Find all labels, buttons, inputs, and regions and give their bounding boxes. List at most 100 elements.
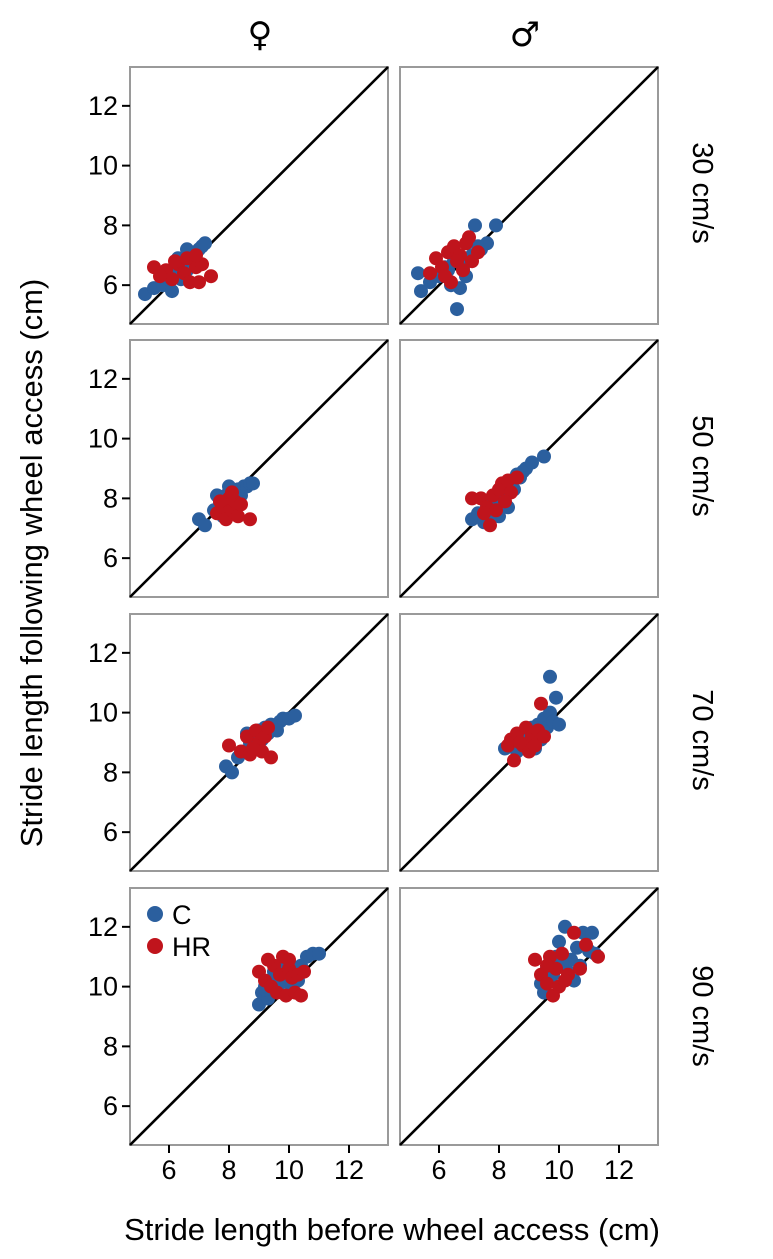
point-hr bbox=[540, 958, 554, 973]
y-tick-label: 6 bbox=[103, 817, 118, 847]
point-hr bbox=[204, 269, 218, 284]
column-label-male: ♂ bbox=[510, 15, 540, 55]
point-hr bbox=[459, 236, 473, 251]
point-c bbox=[489, 218, 503, 233]
point-hr bbox=[294, 988, 308, 1003]
point-hr bbox=[153, 269, 167, 284]
point-hr bbox=[510, 470, 524, 485]
point-hr bbox=[528, 738, 542, 753]
point-hr bbox=[558, 973, 572, 988]
x-tick-label: 12 bbox=[334, 1155, 364, 1185]
point-hr bbox=[483, 518, 497, 533]
y-tick-label: 12 bbox=[88, 91, 118, 121]
point-hr bbox=[537, 729, 551, 744]
point-hr bbox=[297, 964, 311, 979]
series-hr bbox=[147, 248, 218, 290]
point-c bbox=[549, 690, 563, 705]
y-axis-title: Stride length following wheel access (cm… bbox=[14, 279, 49, 848]
point-c bbox=[288, 708, 302, 723]
point-c bbox=[198, 236, 212, 251]
series-hr bbox=[465, 470, 524, 533]
point-hr bbox=[192, 275, 206, 290]
point-hr bbox=[168, 254, 182, 269]
point-hr bbox=[534, 696, 548, 711]
point-c bbox=[525, 455, 539, 470]
y-tick-label: 6 bbox=[103, 1091, 118, 1121]
point-hr bbox=[567, 925, 581, 940]
legend-label-hr: HR bbox=[172, 932, 211, 962]
point-c bbox=[543, 669, 557, 684]
y-tick-label: 8 bbox=[103, 483, 118, 513]
point-hr bbox=[261, 720, 275, 735]
y-tick-label: 10 bbox=[88, 698, 118, 728]
x-tick-label: 6 bbox=[161, 1155, 176, 1185]
x-tick-label: 10 bbox=[274, 1155, 304, 1185]
point-hr bbox=[498, 494, 512, 509]
point-c bbox=[312, 946, 326, 961]
panel-male-50 bbox=[399, 339, 659, 598]
point-c bbox=[198, 518, 212, 533]
y-tick-label: 8 bbox=[103, 210, 118, 240]
series-hr bbox=[423, 230, 485, 290]
panel-male-30 bbox=[399, 66, 659, 325]
point-c bbox=[450, 302, 464, 317]
x-tick-label: 8 bbox=[491, 1155, 506, 1185]
point-hr bbox=[489, 503, 503, 518]
point-hr bbox=[540, 976, 554, 991]
panel-male-70 bbox=[399, 613, 659, 872]
panel-female-50 bbox=[129, 339, 389, 598]
point-hr bbox=[438, 269, 452, 284]
point-hr bbox=[450, 254, 464, 269]
y-tick-label: 6 bbox=[103, 543, 118, 573]
point-hr bbox=[243, 512, 257, 527]
point-c bbox=[165, 284, 179, 299]
x-tick-label: 12 bbox=[604, 1155, 634, 1185]
panel-female-90 bbox=[129, 887, 389, 1146]
point-hr bbox=[264, 750, 278, 765]
point-c bbox=[414, 284, 428, 299]
y-tick-label: 6 bbox=[103, 270, 118, 300]
y-tick-label: 10 bbox=[88, 972, 118, 1002]
point-hr bbox=[231, 509, 245, 524]
x-tick-label: 8 bbox=[221, 1155, 236, 1185]
point-c bbox=[585, 925, 599, 940]
panel-male-90 bbox=[399, 887, 659, 1146]
row-label-30: 30 cm/s bbox=[686, 142, 718, 244]
panel-female-70 bbox=[129, 613, 389, 872]
point-hr bbox=[555, 946, 569, 961]
point-hr bbox=[222, 738, 236, 753]
x-axes: 6 8 10 12 6 8 10 12 bbox=[161, 1145, 634, 1185]
point-hr bbox=[213, 494, 227, 509]
point-hr bbox=[246, 741, 260, 756]
series-hr bbox=[252, 949, 311, 1003]
point-hr bbox=[282, 952, 296, 967]
point-c bbox=[246, 476, 260, 491]
row-label-90: 90 cm/s bbox=[686, 965, 718, 1067]
point-hr bbox=[579, 937, 593, 952]
point-hr bbox=[471, 245, 485, 260]
row-label-70: 70 cm/s bbox=[686, 689, 718, 791]
legend-label-c: C bbox=[172, 900, 192, 930]
y-tick-label: 8 bbox=[103, 757, 118, 787]
point-c bbox=[411, 266, 425, 281]
y-tick-label: 8 bbox=[103, 1031, 118, 1061]
identity-line bbox=[129, 339, 389, 598]
point-hr bbox=[423, 266, 437, 281]
series-hr bbox=[222, 720, 278, 765]
point-c bbox=[468, 218, 482, 233]
point-hr bbox=[189, 248, 203, 263]
series-hr bbox=[528, 925, 605, 1003]
point-hr bbox=[591, 949, 605, 964]
point-hr bbox=[234, 497, 248, 512]
identity-line bbox=[129, 887, 389, 1146]
point-hr bbox=[507, 753, 521, 768]
legend-key-hr bbox=[147, 938, 163, 954]
point-c bbox=[537, 449, 551, 464]
identity-line bbox=[399, 887, 659, 1146]
series-hr bbox=[501, 696, 551, 768]
point-hr bbox=[165, 272, 179, 287]
column-label-female: ♀ bbox=[248, 15, 273, 55]
legend-key-c bbox=[147, 906, 163, 922]
y-axes: 6 8 10 12 6 8 10 12 6 8 10 12 6 8 10 12 bbox=[88, 91, 130, 1121]
